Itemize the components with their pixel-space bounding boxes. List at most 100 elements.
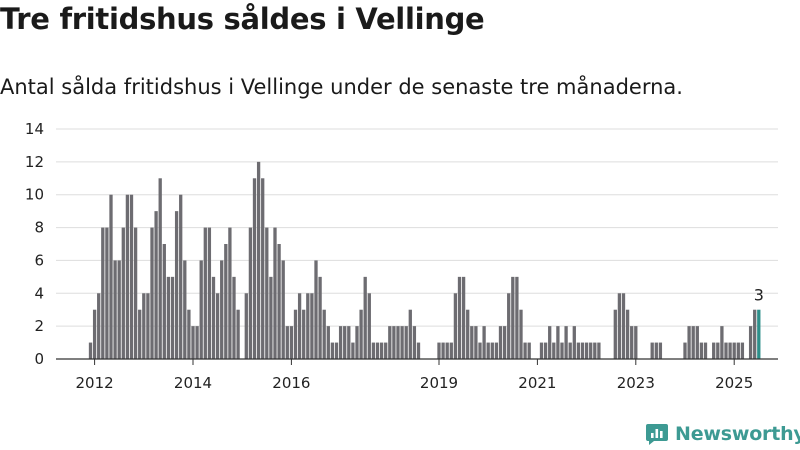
bar xyxy=(527,342,531,359)
brand-name: Newsworthy xyxy=(675,423,800,445)
bar xyxy=(125,194,130,359)
bar xyxy=(113,260,117,359)
bar xyxy=(261,178,265,359)
bar xyxy=(322,309,326,359)
bar xyxy=(392,326,396,359)
bar xyxy=(215,293,220,359)
x-tick-label: 2016 xyxy=(272,374,310,392)
bar xyxy=(748,326,753,359)
bar xyxy=(412,326,417,359)
bar xyxy=(556,326,560,359)
bar xyxy=(486,342,490,359)
data-label: 3 xyxy=(754,286,764,305)
bar xyxy=(318,276,322,359)
bar xyxy=(720,326,724,359)
bar xyxy=(658,342,663,359)
bar xyxy=(281,260,285,359)
bar xyxy=(146,293,150,359)
bar xyxy=(179,194,183,359)
bar xyxy=(740,342,745,359)
bar xyxy=(441,342,445,359)
bar xyxy=(297,293,302,359)
bar xyxy=(687,326,691,359)
bar xyxy=(379,342,384,359)
bar-highlight xyxy=(757,309,761,359)
bar xyxy=(183,260,187,359)
bar xyxy=(453,293,458,359)
bar xyxy=(334,342,339,359)
bar xyxy=(482,326,486,359)
bar xyxy=(511,276,515,359)
bar xyxy=(138,309,142,359)
bar xyxy=(753,309,757,359)
x-tick-label: 2023 xyxy=(617,374,655,392)
bar xyxy=(494,342,499,359)
bar xyxy=(507,293,511,359)
newsworthy-logo-icon xyxy=(646,424,668,445)
bar xyxy=(338,326,343,359)
bar xyxy=(97,293,101,359)
bar xyxy=(244,293,248,359)
bar xyxy=(703,342,708,359)
bar xyxy=(101,227,105,359)
bar xyxy=(576,342,581,359)
bar xyxy=(285,326,289,359)
bar xyxy=(654,342,658,359)
bar xyxy=(560,342,564,359)
bar xyxy=(256,161,261,359)
bar xyxy=(396,326,400,359)
newsworthy-brand[interactable]: Newsworthy xyxy=(645,420,800,448)
bar xyxy=(728,342,732,359)
bar xyxy=(199,260,203,359)
x-tick-label: 2019 xyxy=(420,374,458,392)
bar xyxy=(617,293,622,359)
bar xyxy=(302,309,306,359)
bar xyxy=(699,342,704,359)
bar xyxy=(314,260,318,359)
bar xyxy=(548,326,552,359)
bar xyxy=(363,276,367,359)
bar xyxy=(105,227,109,359)
y-tick-label: 10 xyxy=(25,186,44,204)
bar xyxy=(613,309,617,359)
bar xyxy=(211,276,216,359)
bar xyxy=(630,326,634,359)
bar xyxy=(265,227,269,359)
x-tick-label: 2025 xyxy=(715,374,753,392)
bar xyxy=(474,326,478,359)
bar xyxy=(621,293,626,359)
bar xyxy=(716,342,720,359)
bar xyxy=(552,342,556,359)
bar xyxy=(269,276,273,359)
bar xyxy=(203,227,207,359)
bar xyxy=(187,309,191,359)
bar xyxy=(584,342,589,359)
bar xyxy=(224,244,228,359)
bar xyxy=(515,276,519,359)
bar xyxy=(683,342,687,359)
bar xyxy=(650,342,654,359)
bar xyxy=(133,227,138,359)
bar xyxy=(724,342,728,359)
bar xyxy=(502,326,507,359)
bar xyxy=(572,326,576,359)
y-tick-label: 14 xyxy=(25,120,44,138)
bar xyxy=(359,309,363,359)
bar xyxy=(236,309,240,359)
bar xyxy=(310,293,314,359)
bar xyxy=(519,309,523,359)
bar xyxy=(445,342,449,359)
bar xyxy=(191,326,195,359)
bar xyxy=(543,342,548,359)
bar xyxy=(539,342,544,359)
bar xyxy=(220,260,224,359)
bar xyxy=(597,342,601,359)
bar xyxy=(580,342,585,359)
bar xyxy=(289,326,294,359)
bar xyxy=(371,342,376,359)
chart-title: Tre fritidshus såldes i Vellinge xyxy=(0,2,485,36)
x-tick-label: 2014 xyxy=(174,374,212,392)
bar xyxy=(92,309,97,359)
bar xyxy=(478,342,482,359)
